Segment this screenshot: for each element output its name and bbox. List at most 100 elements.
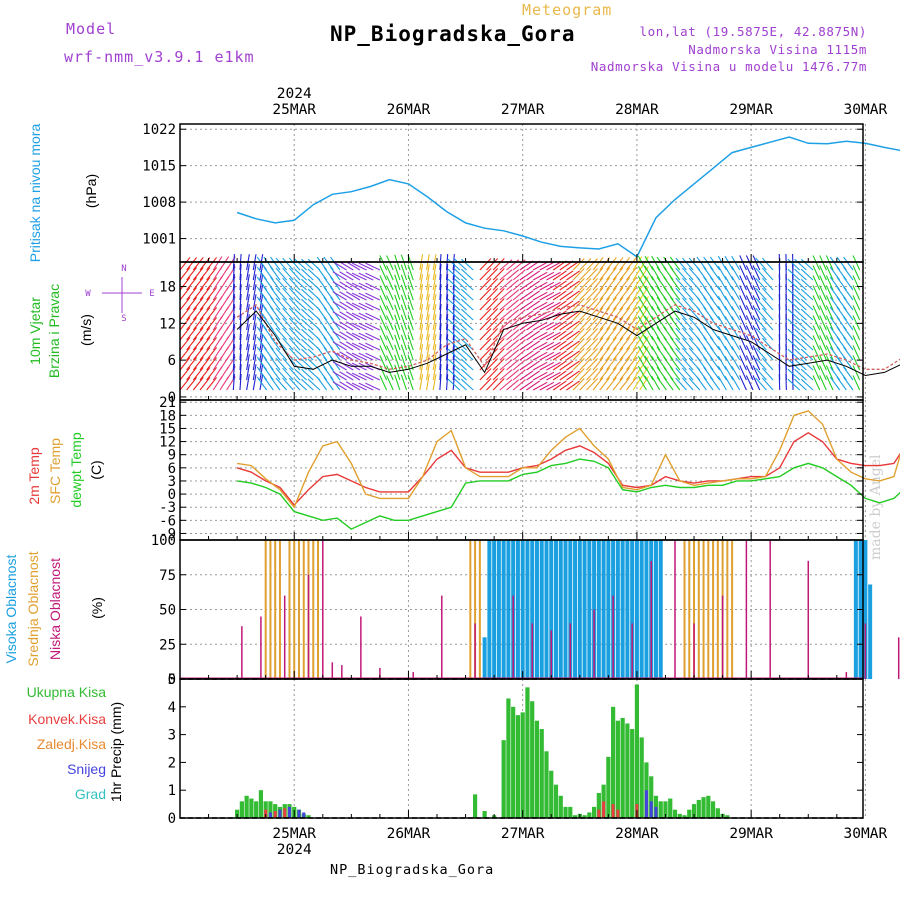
wind-barb <box>426 354 430 371</box>
wind-barb <box>192 267 204 281</box>
wind-barb <box>419 304 424 321</box>
wind-barb <box>745 355 754 371</box>
wind-barb <box>256 376 268 391</box>
wind-barb <box>492 358 505 371</box>
wind-barb <box>579 288 592 301</box>
wind-barb <box>586 358 599 371</box>
wind-barb <box>745 325 754 341</box>
wind-barb <box>179 257 191 271</box>
wind-barb <box>745 285 754 301</box>
wind-barb <box>192 327 204 341</box>
cloud-bar <box>658 540 663 679</box>
wind-barb <box>572 268 585 281</box>
cloud-bar <box>534 540 539 679</box>
wind-barb <box>794 378 807 391</box>
wind-barb <box>275 367 288 381</box>
precip-bar <box>615 720 620 818</box>
wind-barb <box>358 382 374 391</box>
wind-barb <box>717 265 727 281</box>
wind-barb <box>546 341 561 351</box>
wind-barb <box>852 365 861 381</box>
wind-barb <box>461 298 474 311</box>
y-tick-label: 0 <box>168 811 176 827</box>
cloud-bar <box>492 540 497 679</box>
wind-barb <box>709 266 721 281</box>
wind-barb <box>825 305 834 321</box>
cloud-bar <box>769 540 771 679</box>
wind-barb <box>739 285 747 301</box>
panel-frame-precipitation <box>179 678 864 819</box>
wind-barb <box>709 296 721 311</box>
wind-barb <box>812 305 821 321</box>
wind-barb <box>612 287 624 301</box>
wind-barb <box>252 274 257 291</box>
wind-barb <box>379 335 388 351</box>
wind-barb <box>539 361 555 371</box>
temp-line-1 <box>236 410 900 509</box>
wind-barb <box>626 307 637 321</box>
wind-barb <box>579 298 592 311</box>
cloud-bar <box>683 540 686 679</box>
wind-barb <box>532 381 548 391</box>
station-title: NP_Biogradska_Gora <box>330 22 576 46</box>
wind-barb <box>199 367 211 381</box>
wind-barb <box>626 377 637 391</box>
wind-barb <box>739 365 747 381</box>
wind-barb <box>559 380 574 391</box>
wind-barb <box>206 367 218 381</box>
cloud-bar <box>726 540 729 679</box>
wind-barb <box>606 317 617 331</box>
wind-barb <box>332 381 347 391</box>
wind-barb <box>432 274 437 291</box>
wind-barb <box>400 264 408 281</box>
wind-barb <box>400 314 408 331</box>
wind-barb <box>825 275 834 291</box>
wind-barb <box>206 277 218 291</box>
wind-barb <box>682 257 694 271</box>
wind-barb <box>819 315 827 331</box>
wind-barb <box>339 301 354 311</box>
wind-barb <box>572 338 585 351</box>
wind-barb <box>566 340 580 351</box>
precip-bar <box>687 809 692 818</box>
wind-barb <box>526 320 541 331</box>
y-tick-label: 100 <box>151 533 176 549</box>
wind-barb <box>447 278 461 291</box>
wind-barb <box>486 358 499 371</box>
y-tick-label: 18 <box>159 280 176 296</box>
wind-barb <box>499 349 513 361</box>
wind-barb <box>407 314 414 331</box>
wind-barb <box>419 324 424 341</box>
wind-barb <box>232 344 235 361</box>
wind-barb <box>439 304 442 321</box>
wind-barb <box>559 360 574 371</box>
wind-barb <box>612 297 624 311</box>
cloud-bar <box>716 540 719 679</box>
wind-barb <box>179 357 191 371</box>
wind-barb <box>800 318 814 331</box>
wind-barb <box>294 268 307 281</box>
wind-barb <box>461 278 474 291</box>
wind-barb <box>709 336 721 351</box>
wind-barb <box>445 324 449 341</box>
wind-barb <box>752 365 761 381</box>
y-tick-label: 1008 <box>142 195 176 211</box>
wind-barb <box>579 348 592 361</box>
wind-barb <box>644 265 654 281</box>
wind-barb <box>432 334 437 351</box>
wind-barb <box>419 334 424 351</box>
wind-barb <box>179 347 191 361</box>
wind-barb <box>512 289 526 301</box>
wind-barb <box>717 255 727 271</box>
wind-barb <box>761 377 774 391</box>
wind-barb <box>365 352 381 361</box>
precip-bar <box>658 801 663 818</box>
footer-title: NP_Biogradska_Gora <box>330 862 495 878</box>
wind-barb <box>739 355 747 371</box>
cloud-legend-mid: Srednja Oblacnost <box>25 551 41 666</box>
wind-barb <box>445 314 449 331</box>
wind-barb <box>246 334 250 351</box>
wind-barb <box>332 291 347 301</box>
precip-bar <box>278 809 282 818</box>
wind-barb <box>651 325 661 341</box>
